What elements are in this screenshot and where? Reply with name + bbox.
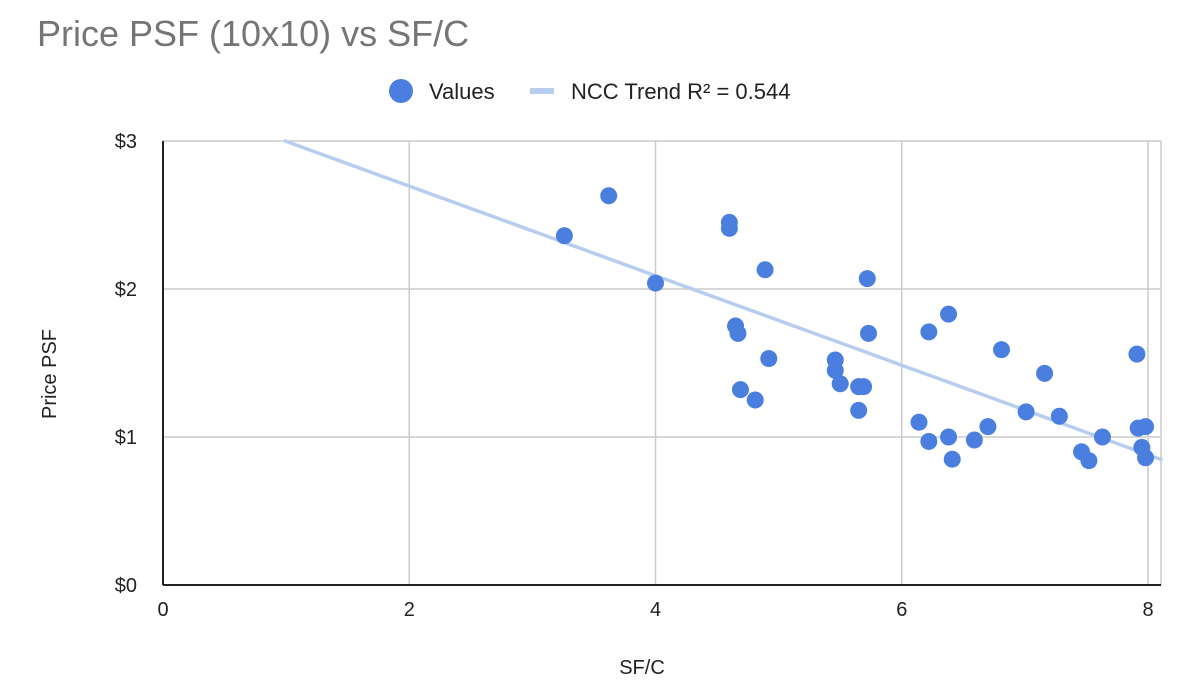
legend-label-trend: NCC Trend R² = 0.544 bbox=[571, 79, 790, 104]
data-point bbox=[746, 391, 764, 409]
data-point bbox=[920, 323, 938, 341]
x-axis-label: SF/C bbox=[619, 657, 665, 679]
data-point bbox=[965, 431, 983, 449]
grid bbox=[163, 140, 1162, 585]
y-tick-label: $3 bbox=[115, 131, 137, 153]
data-point bbox=[850, 401, 868, 419]
data-point bbox=[756, 261, 774, 279]
data-point bbox=[1050, 407, 1068, 425]
data-point bbox=[910, 413, 928, 431]
x-tick-label: 4 bbox=[650, 599, 661, 621]
y-tick-label: $0 bbox=[115, 575, 137, 597]
trend-layer bbox=[283, 139, 1163, 462]
data-point bbox=[940, 305, 958, 323]
data-point bbox=[920, 432, 938, 450]
data-point bbox=[731, 381, 749, 399]
data-point bbox=[760, 350, 778, 368]
data-point bbox=[647, 274, 664, 292]
data-points bbox=[555, 187, 1155, 470]
x-tick-label: 8 bbox=[1142, 599, 1153, 621]
legend: Values NCC Trend R² = 0.544 bbox=[389, 79, 790, 104]
x-tick-label: 6 bbox=[896, 599, 907, 621]
data-point bbox=[940, 428, 958, 446]
legend-label-values: Values bbox=[429, 79, 495, 104]
data-point bbox=[992, 341, 1010, 359]
data-point bbox=[855, 378, 873, 396]
data-point bbox=[1093, 428, 1111, 446]
data-point bbox=[1036, 364, 1054, 382]
chart-title: Price PSF (10x10) vs SF/C bbox=[37, 13, 469, 54]
data-point bbox=[1128, 345, 1146, 363]
data-point bbox=[600, 187, 618, 205]
data-point bbox=[860, 324, 878, 342]
x-tick-label: 0 bbox=[157, 599, 168, 621]
trend-line bbox=[283, 139, 1163, 462]
data-point bbox=[1137, 418, 1155, 436]
data-point bbox=[729, 324, 747, 342]
legend-marker-trend bbox=[530, 88, 554, 94]
data-point bbox=[1080, 452, 1098, 470]
legend-marker-values bbox=[389, 79, 413, 103]
x-tick-label: 2 bbox=[404, 599, 415, 621]
data-point bbox=[1017, 403, 1035, 421]
data-point bbox=[555, 227, 573, 245]
data-point bbox=[826, 361, 844, 379]
y-tick-label: $1 bbox=[115, 427, 137, 449]
axes bbox=[162, 141, 1161, 586]
data-point bbox=[858, 270, 876, 288]
tick-labels: $0 $1 $2 $3 0 2 4 6 8 bbox=[115, 131, 1154, 621]
data-point bbox=[1137, 449, 1155, 467]
y-axis-label: Price PSF bbox=[39, 329, 61, 419]
y-tick-label: $2 bbox=[115, 279, 137, 301]
data-point bbox=[831, 375, 849, 393]
data-point bbox=[720, 219, 738, 237]
data-point bbox=[943, 450, 961, 468]
data-point bbox=[979, 418, 997, 436]
